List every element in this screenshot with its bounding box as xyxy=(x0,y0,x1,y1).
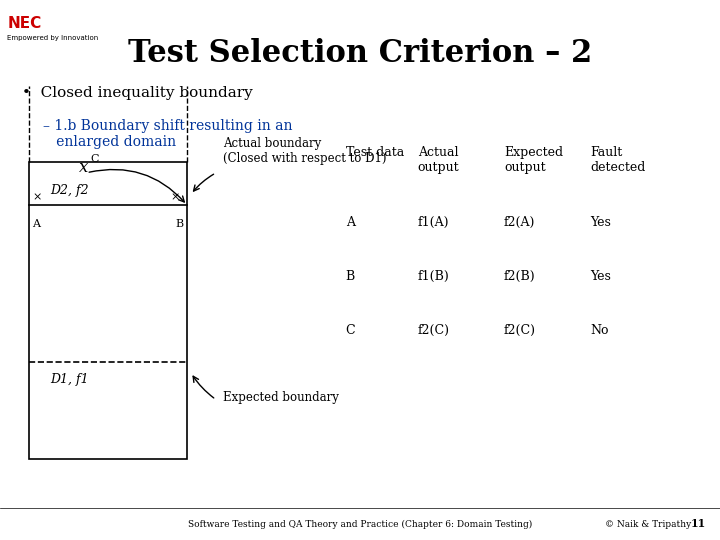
Text: f2(B): f2(B) xyxy=(504,270,536,283)
Bar xyxy=(29,162,187,459)
Text: f1(B): f1(B) xyxy=(418,270,449,283)
Text: A: A xyxy=(346,216,354,229)
Text: x: x xyxy=(79,159,89,176)
Text: f2(C): f2(C) xyxy=(504,324,536,337)
Text: Actual boundary
(Closed with respect to D1): Actual boundary (Closed with respect to … xyxy=(223,137,387,165)
Text: No: No xyxy=(590,324,609,337)
Text: NEC: NEC xyxy=(7,16,42,31)
Text: ×: × xyxy=(32,192,42,202)
Text: •  Closed inequality boundary: • Closed inequality boundary xyxy=(22,86,252,100)
Text: Test Selection Criterion – 2: Test Selection Criterion – 2 xyxy=(128,38,592,69)
Text: D2, f2: D2, f2 xyxy=(50,184,89,197)
Text: B: B xyxy=(176,219,184,229)
Text: Test data: Test data xyxy=(346,146,404,159)
Text: C: C xyxy=(90,154,99,164)
Text: C: C xyxy=(346,324,355,337)
Text: Expected
output: Expected output xyxy=(504,146,563,174)
Text: Actual
output: Actual output xyxy=(418,146,459,174)
Text: f2(C): f2(C) xyxy=(418,324,449,337)
Text: Fault
detected: Fault detected xyxy=(590,146,646,174)
Text: Yes: Yes xyxy=(590,216,611,229)
Text: f1(A): f1(A) xyxy=(418,216,449,229)
Text: © Naik & Tripathy: © Naik & Tripathy xyxy=(605,520,691,529)
Text: – 1.b Boundary shift resulting in an
   enlarged domain: – 1.b Boundary shift resulting in an enl… xyxy=(43,119,293,149)
Text: Expected boundary: Expected boundary xyxy=(223,392,339,404)
Text: B: B xyxy=(346,270,355,283)
Text: Empowered by Innovation: Empowered by Innovation xyxy=(7,35,99,41)
Text: 11: 11 xyxy=(690,518,706,529)
Text: Yes: Yes xyxy=(590,270,611,283)
Text: A: A xyxy=(32,219,40,229)
Text: Software Testing and QA Theory and Practice (Chapter 6: Domain Testing): Software Testing and QA Theory and Pract… xyxy=(188,520,532,529)
Text: ×: × xyxy=(171,192,180,202)
Text: D1, f1: D1, f1 xyxy=(50,373,89,386)
Text: f2(A): f2(A) xyxy=(504,216,536,229)
